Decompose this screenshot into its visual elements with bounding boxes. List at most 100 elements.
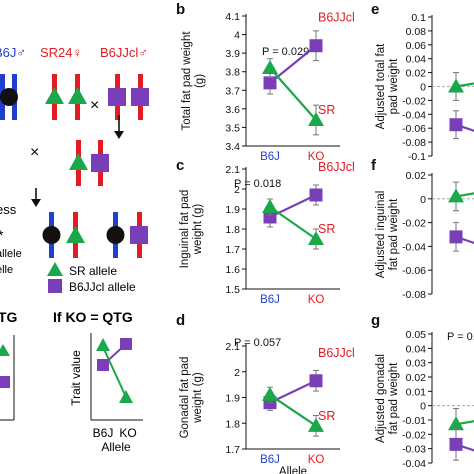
b6j-allele-circle xyxy=(106,226,125,244)
b6jjcl-point-square xyxy=(309,374,323,388)
y-tick-label: 3.9 xyxy=(225,48,240,60)
y-axis-label: (g) xyxy=(194,74,206,88)
y-tick-label: -0.03 xyxy=(402,444,426,456)
y-tick-label: -0.08 xyxy=(402,289,426,301)
y-tick-label: 1.9 xyxy=(225,393,240,405)
y-axis-label: Gonadal fat pad xyxy=(179,357,191,439)
sr-point-triangle xyxy=(448,188,464,203)
y-tick-label: -0.1 xyxy=(408,151,426,163)
panel-letter-c: c xyxy=(176,157,184,174)
mini-x-ko: KO xyxy=(119,426,136,440)
y-tick-label: 3.4 xyxy=(225,141,240,153)
sr-allele-legend-label: SR allele xyxy=(69,264,117,278)
series-line-sr xyxy=(269,67,317,121)
sr-point-triangle xyxy=(262,60,278,74)
x-axis-label: Allele xyxy=(279,466,307,474)
y-tick-label: 1.8 xyxy=(225,418,240,430)
panel-letter-f: f xyxy=(371,157,377,174)
sr-point-triangle xyxy=(262,199,278,213)
panel-letter-e: e xyxy=(371,1,379,18)
y-tick-label: -0.01 xyxy=(402,415,426,427)
y-tick-label: 3.6 xyxy=(225,104,240,116)
star-mark: * xyxy=(0,227,4,243)
y-tick-label: 1.7 xyxy=(225,244,240,256)
x-tick-label: KO xyxy=(308,151,325,163)
y-tick-label: 0.06 xyxy=(406,40,427,52)
y-tick-label: -0.04 xyxy=(402,109,426,121)
cross-symbol: × xyxy=(30,144,39,161)
b6jjcl-allele-square xyxy=(131,88,149,106)
sr24-female-label: SR24♀ xyxy=(40,45,82,60)
trait-value-label: Trait value xyxy=(69,350,83,406)
y-tick-label: 2.1 xyxy=(225,164,240,176)
b6jjcl-point-square xyxy=(449,230,463,244)
b6j-allele-circle xyxy=(0,88,18,106)
y-tick-label: 2 xyxy=(234,184,240,196)
panel-letter-d: d xyxy=(176,312,185,329)
b6jjcl-allele-square xyxy=(130,226,148,244)
series-line-sr xyxy=(269,394,317,427)
y-tick-label: -0.08 xyxy=(402,137,426,149)
y-tick-label: 0.04 xyxy=(406,343,427,355)
mini-x-b6j: B6J xyxy=(93,426,114,440)
y-tick-label: 3.7 xyxy=(225,85,240,97)
y-tick-label: 1.8 xyxy=(225,224,240,236)
y-tick-label: -0.06 xyxy=(402,123,426,135)
b6jjcl-allele-legend-square xyxy=(48,279,62,293)
cross-schematic: B6J♂ SR24♀ B6JJcl♂ × × ess * xyxy=(0,45,149,454)
series-label-sr: SR xyxy=(318,222,335,236)
y-tick-label: 2.1 xyxy=(225,341,240,353)
x-tick-label: B6J xyxy=(260,454,280,466)
y-axis-label: Adjusted total fat xyxy=(375,43,387,129)
y-tick-label: -0.04 xyxy=(402,241,426,253)
backcross-label: ess xyxy=(0,202,17,217)
series-label-sr: SR xyxy=(318,409,335,423)
b6jjcl-male-label: B6JJcl♂ xyxy=(100,45,148,60)
y-axis-label: weight (g) xyxy=(192,372,204,424)
series-label-b6jjcl: B6JJcl xyxy=(318,11,355,25)
series-line-b6jjcl xyxy=(269,194,317,218)
qtg-title-partial: TG xyxy=(0,309,18,325)
b6jjcl-point-square xyxy=(309,39,323,53)
b6jjcl-allele-square xyxy=(108,88,126,106)
y-tick-label: 0.05 xyxy=(406,329,427,341)
chart-panels: b Total fat pad weight (g) 3.4 3.5 3.6 3.7 3.8 3… xyxy=(176,1,474,474)
allele-label: allele xyxy=(0,248,22,260)
y-tick-label: 0 xyxy=(420,401,426,413)
y-axis-label: Adjusted inguinal xyxy=(375,191,387,279)
y-tick-label: 0.04 xyxy=(406,54,427,66)
y-tick-label: 0 xyxy=(420,82,426,94)
sr-allele-legend-triangle xyxy=(47,262,63,276)
b6jjcl-point-square xyxy=(449,118,463,132)
y-tick-label: 3.8 xyxy=(225,67,240,79)
ko-qtg-title: If KO = QTG xyxy=(53,309,133,325)
p-value-label: P = 0. xyxy=(447,331,474,343)
panel-letter-b: b xyxy=(176,1,185,18)
sr-allele-triangle xyxy=(68,87,87,104)
y-tick-label: 4 xyxy=(234,30,240,42)
y-axis-label: pad weight xyxy=(388,58,400,114)
y-tick-label: 4.1 xyxy=(225,11,240,23)
sr-point-triangle xyxy=(308,417,324,432)
x-tick-label: KO xyxy=(308,294,325,306)
mini-line xyxy=(102,346,127,398)
y-tick-label: 2 xyxy=(234,367,240,379)
b6jjcl-point-square xyxy=(449,437,463,451)
y-tick-label: 1.6 xyxy=(225,264,240,276)
mini-square xyxy=(0,376,10,388)
y-tick-label: 0.01 xyxy=(406,386,427,398)
series-label-b6jjcl: B6JJcl xyxy=(318,346,355,360)
y-tick-label: 0.02 xyxy=(406,372,427,384)
b6jjcl-allele-square xyxy=(91,154,109,172)
sr-allele-triangle xyxy=(66,226,85,243)
y-tick-label: 1.7 xyxy=(225,444,240,456)
mini-triangle xyxy=(119,390,133,403)
mini-triangle xyxy=(0,344,10,356)
y-tick-label: -0.06 xyxy=(402,265,426,277)
y-axis-label: fat pad weight xyxy=(388,362,400,434)
y-tick-label: -0.04 xyxy=(402,458,426,470)
series-line-sr xyxy=(269,206,317,240)
p-value-label: P = 0.029 xyxy=(262,46,309,58)
